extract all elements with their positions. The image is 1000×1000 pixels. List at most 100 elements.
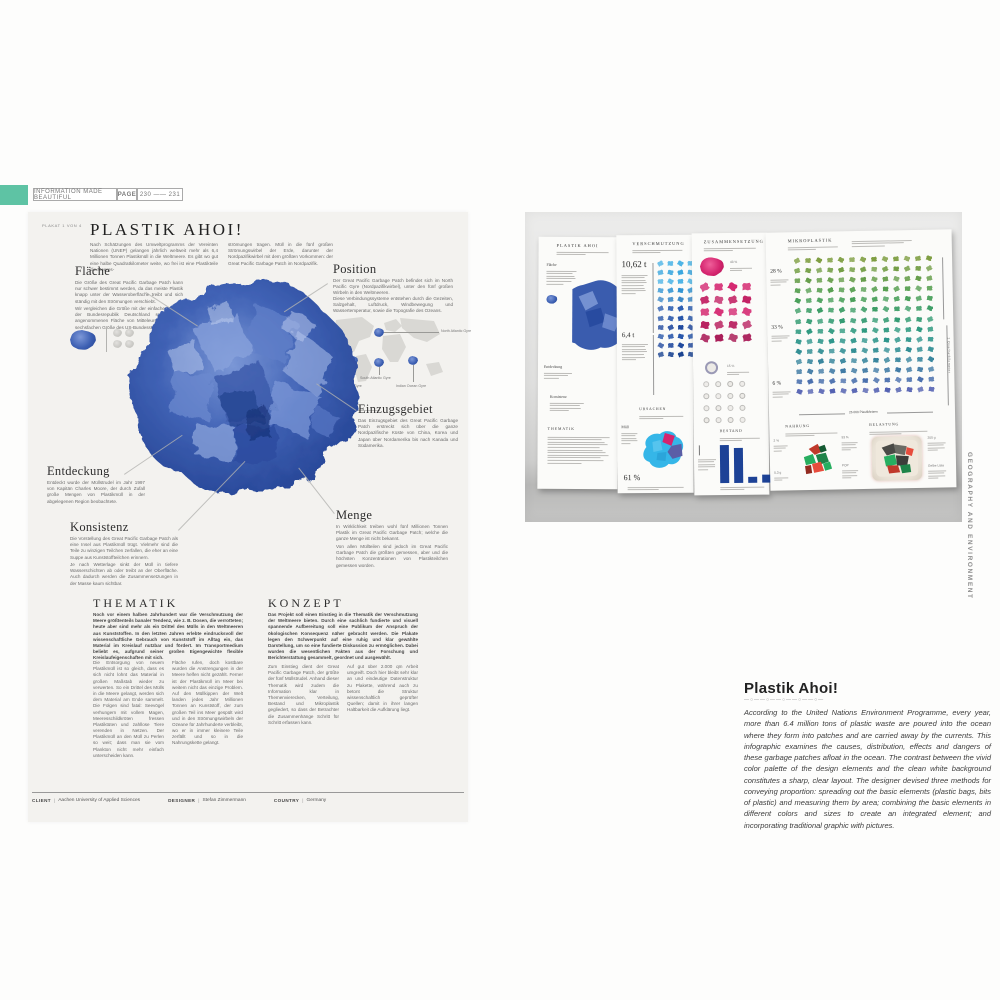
footer-divider xyxy=(32,792,464,793)
footer-sep-3: | xyxy=(302,798,304,803)
section-flaeche-p1: Die Größe des Great Pacific Garbage Patc… xyxy=(75,280,183,304)
panel4-title: MIKROPLASTIK xyxy=(787,237,833,244)
country-label: COUNTRY xyxy=(273,798,300,803)
page-label-box: PAGE xyxy=(117,188,137,201)
flaeche-gray-blob-4 xyxy=(125,340,134,348)
panel4-caption-line-r xyxy=(887,411,934,414)
panel2-ursachen: URSACHEN xyxy=(639,406,667,412)
page-label: PAGE xyxy=(117,191,137,198)
panel4-statf-lines xyxy=(928,468,947,480)
panel4-intro1-lines xyxy=(787,244,838,252)
flaeche-gray-blob-1 xyxy=(113,329,122,337)
designer-label: DESIGNER xyxy=(168,798,196,803)
section-einzugsgebiet-p1: Das Einzugsgebiet des Great Pacific Garb… xyxy=(358,418,458,448)
world-map: North Atlantic Gyre South Atlantic Gyre … xyxy=(324,314,471,392)
panel2-bracket2 xyxy=(652,335,654,396)
panel2-bracket1 xyxy=(652,263,654,334)
panel4-pct3: 6 % xyxy=(772,380,782,387)
page-numbers: 230 —— 231 xyxy=(139,191,181,198)
poster-corner-note: PLAKAT 1 VON 4 xyxy=(42,223,82,228)
poster-title: PLASTIK AHOI! xyxy=(90,220,244,239)
section-position-p1: Der Great Pacific Garbage Patch befindet… xyxy=(333,278,453,296)
panel4-pct1: 28 % xyxy=(770,268,782,275)
panel4-stat-f: Gelbe Liste xyxy=(928,463,945,468)
section-flaeche-heading: Fläche xyxy=(75,264,111,278)
section-position-heading: Position xyxy=(333,262,377,276)
gyre-leader-io xyxy=(413,365,414,382)
footer-sep-2: | xyxy=(198,798,200,803)
section-konsistenz-p1: Die Vorstellung des Great Pacific Garbag… xyxy=(70,536,178,560)
book-title: INFORMATION MADE BEAUTIFUL xyxy=(34,188,103,201)
panel1-bag xyxy=(572,277,619,355)
panel2-stat2-lines xyxy=(621,342,648,362)
panel2-stat2: 6,4 t xyxy=(621,331,635,340)
panel3-bestand-lines xyxy=(719,436,760,443)
poster-intro-col1: Nach Schätzungen des Umweltprogramms der… xyxy=(90,242,218,272)
konzept-col2: Auf gut über 2.000 qm Arbeit umgreift. D… xyxy=(347,664,418,713)
panel4-caption: 26.000 Plastikfetzen xyxy=(848,409,878,415)
plastic-bag-svg xyxy=(129,278,359,494)
panel2-title: VERSCHMUTZUNG xyxy=(632,240,685,247)
panel4-statc-lines xyxy=(774,475,789,482)
flaeche-divider xyxy=(106,328,107,352)
section-menge-heading: Menge xyxy=(336,508,373,522)
panel1-flaeche: Fläche xyxy=(546,262,557,267)
panel2-caption-lines xyxy=(627,485,684,492)
section-einzugsgebiet-heading: Einzugsgebiet xyxy=(358,402,433,416)
panel4-nahrung-lines xyxy=(785,430,838,438)
panel3-axis-lines xyxy=(697,457,717,472)
section-entdeckung-heading: Entdeckung xyxy=(47,464,110,478)
panel-mikroplastik: MIKROPLASTIK 28 % 33 % 6 % 1 Quadratkilo… xyxy=(765,229,957,491)
teal-edge-tab xyxy=(0,185,28,205)
panel4-axis-line1 xyxy=(942,257,944,320)
panel2-stat1: 10,62 t xyxy=(621,259,647,270)
panel3-pctmid-lines xyxy=(727,370,750,377)
panel3-barlabels-lines xyxy=(720,485,765,492)
gyre-leader-na xyxy=(384,332,439,333)
panel3-pct-top: 43 % xyxy=(729,259,738,265)
flaeche-gray-blob-3 xyxy=(113,340,122,348)
section-konsistenz-p2: Je nach Wetterlage sinkt der Müll in tie… xyxy=(70,562,178,586)
konzept-col1: Zum Einstieg dient der Great Pacific Gar… xyxy=(268,664,339,725)
page-numbers-box: 230 —— 231 xyxy=(137,188,183,201)
panel4-stat-e: 200 g xyxy=(927,435,936,440)
panel1-konsistenz: Konsistenz xyxy=(549,394,567,399)
section-entdeckung-p1: Entdeckt wurde der Müllstrudel im Jahr 1… xyxy=(47,480,145,504)
konzept-lead: Das Projekt soll einen Einstieg in die T… xyxy=(268,612,418,661)
thematik-col1: Die Entsorgung von neuem Plastikmüll ist… xyxy=(93,660,164,758)
world-map-svg xyxy=(334,317,443,382)
panel3-pcttop-lines xyxy=(729,266,752,273)
panel2-stat1-lines xyxy=(621,273,648,295)
section-konsistenz-heading: Konsistenz xyxy=(70,520,129,534)
side-category-label: GEOGRAPHY AND ENVIRONMENT xyxy=(966,452,973,600)
flaeche-comparison-blob xyxy=(70,330,96,350)
designer-value: Stefan Zimmermann xyxy=(202,798,246,803)
panel4-intro2-lines xyxy=(851,238,912,249)
gyre-indian-ocean-blob xyxy=(408,356,418,365)
poster-footer: CLIENT | Aachen University of Applied Sc… xyxy=(32,798,326,803)
description-body: According to the United Nations Environm… xyxy=(744,708,991,830)
poster-intro-col2: strömungen tragen. Müll in die fünf groß… xyxy=(228,242,333,266)
panel-plastik-ahoi: PLASTIK AHOI Fläche Entdeckung Konsisten… xyxy=(537,236,619,490)
map-label-indian-ocean: Indian Ocean Gyre xyxy=(396,384,427,388)
panel2-muell-label: Müll xyxy=(621,425,629,430)
description-block: Plastik Ahoi! —○——○——○——○——○— According … xyxy=(744,680,991,831)
book-title-box: INFORMATION MADE BEAUTIFUL xyxy=(33,188,117,201)
panel4-pct1-lines xyxy=(770,277,789,287)
panel1-blob-icon xyxy=(546,295,557,304)
panel3-ring-icon xyxy=(704,361,719,375)
client-value: Aachen University of Applied Sciences xyxy=(58,798,141,803)
panel3-axis-tick xyxy=(698,445,700,456)
map-label-south-atlantic: South Atlantic Gyre xyxy=(360,376,391,380)
panel1-title: PLASTIK AHOI xyxy=(556,242,599,249)
panel4-caption-line-l xyxy=(799,413,846,416)
panel4-statb-lines xyxy=(841,440,858,452)
panel-zusammensetzung: ZUSAMMENSETZUNG 43 % 15 % BESTAND xyxy=(691,232,786,496)
plastic-bag-image xyxy=(116,267,374,512)
gyre-leader-sa xyxy=(379,367,380,375)
panel2-ursachen-blob xyxy=(637,427,687,471)
panel4-pct2: 33 % xyxy=(771,324,783,331)
section-menge-p2: Von allen Müllteilen sind jedoch im Grea… xyxy=(336,544,448,568)
panel4-nahrung-debris xyxy=(794,439,839,480)
panel4-belastung-photo xyxy=(871,435,923,481)
